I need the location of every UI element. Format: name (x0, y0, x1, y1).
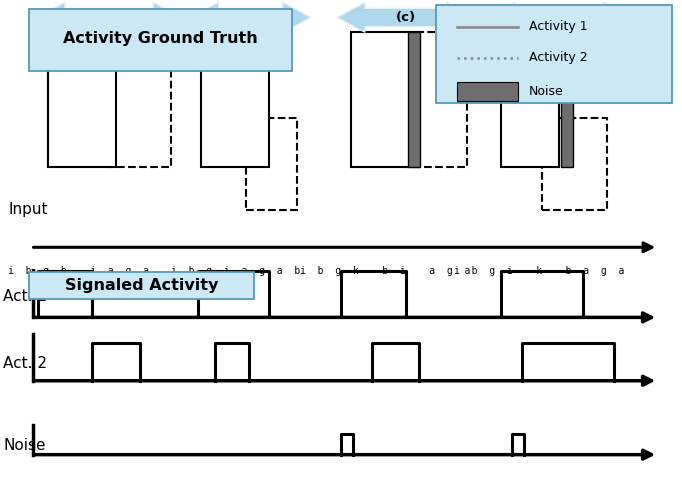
Text: Act. 1: Act. 1 (3, 289, 48, 304)
FancyBboxPatch shape (436, 5, 672, 104)
Text: Activity Ground Truth: Activity Ground Truth (63, 32, 258, 47)
Bar (402, 32, 467, 167)
Text: Input: Input (8, 202, 48, 217)
Bar (351, 32, 419, 167)
Text: Act. 2: Act. 2 (3, 356, 48, 371)
Text: Noise: Noise (529, 85, 563, 98)
Bar (501, 48, 559, 167)
Text: (a): (a) (98, 11, 120, 24)
Text: Signaled Activity: Signaled Activity (65, 278, 218, 293)
FancyBboxPatch shape (29, 10, 292, 71)
Bar (246, 118, 297, 210)
Text: Activity 1: Activity 1 (529, 20, 587, 34)
Polygon shape (191, 3, 310, 32)
Polygon shape (38, 3, 181, 32)
Text: i  b  g  k    b  i    a  g  a: i b g k b i a g a (300, 266, 471, 276)
Bar (457, 82, 518, 101)
Text: Activity 2: Activity 2 (529, 51, 587, 64)
Bar (48, 32, 116, 167)
Text: i  b  g  b    i  a  g  a: i b g b i a g a (8, 266, 149, 276)
Text: (c): (c) (396, 11, 416, 24)
FancyBboxPatch shape (29, 272, 254, 300)
Bar (542, 118, 607, 210)
Text: i  b  g  i    k    b  a  g  a: i b g i k b a g a (454, 266, 624, 276)
Polygon shape (338, 3, 474, 32)
Bar (106, 32, 170, 167)
Text: (b): (b) (240, 11, 261, 24)
Bar (408, 32, 420, 167)
Bar (201, 32, 269, 167)
Text: (d): (d) (548, 11, 570, 24)
Text: Noise: Noise (3, 438, 46, 453)
Polygon shape (488, 3, 631, 32)
Bar (561, 48, 573, 167)
Text: i  b  g  i  a  g  a  b: i b g i a g a b (170, 266, 300, 276)
